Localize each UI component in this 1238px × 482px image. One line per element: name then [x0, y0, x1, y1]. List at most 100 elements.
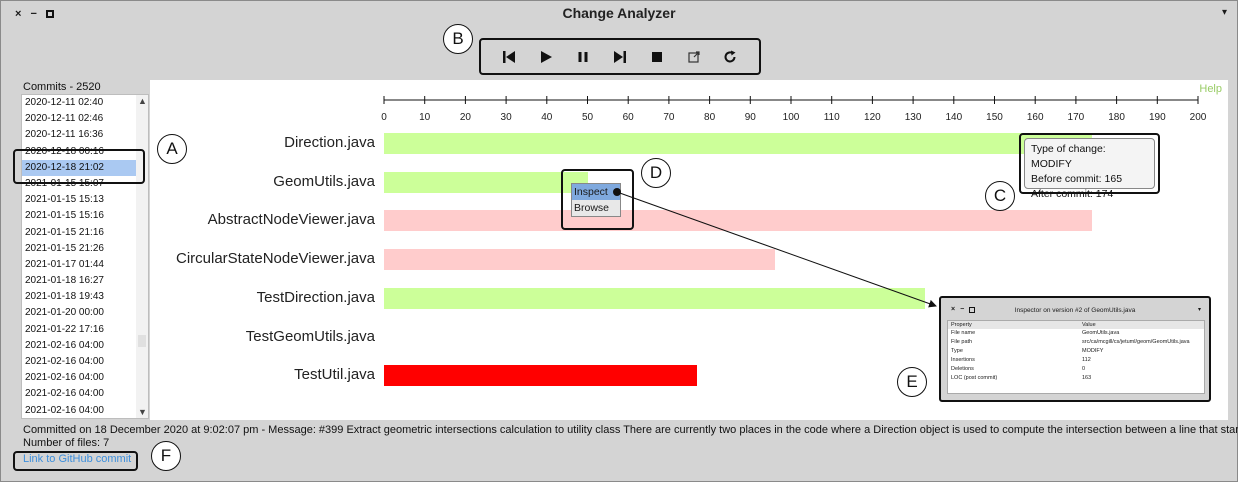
refresh-button[interactable]	[716, 43, 744, 71]
minimize-icon[interactable]: −	[30, 8, 37, 20]
window-menu-icon[interactable]: ▾	[1221, 7, 1227, 18]
context-menu-highlight-frame	[561, 169, 634, 230]
commit-list-item[interactable]: 2020-12-18 00:16	[25, 145, 104, 157]
commit-list-item[interactable]: 2021-01-18 16:27	[25, 275, 104, 287]
x-tick-label: 110	[824, 112, 840, 123]
play-button[interactable]	[532, 43, 560, 71]
inspector-value: 112	[1082, 357, 1091, 363]
inspector-property: Insertions	[951, 357, 975, 363]
context-menu: Inspect Browse	[571, 183, 621, 217]
file-change-bar[interactable]	[384, 171, 588, 193]
callout-f: F	[151, 441, 181, 471]
tooltip-before: Before commit: 165	[1031, 173, 1123, 185]
commit-list-item[interactable]: 2021-01-15 21:26	[25, 242, 104, 254]
pause-button[interactable]	[569, 43, 597, 71]
scroll-up-icon[interactable]: ▲	[138, 96, 147, 106]
inspector-property: File path	[951, 339, 973, 345]
file-label: GeomUtils.java	[273, 172, 375, 190]
commit-list-item[interactable]: 2021-02-16 04:00	[25, 372, 104, 384]
commit-list-item[interactable]: 2021-01-15 15:16	[25, 210, 104, 222]
x-tick-label: 140	[945, 112, 962, 123]
callout-b: B	[443, 24, 473, 54]
x-tick-label: 0	[381, 112, 387, 123]
commit-list-scrollbar[interactable]: ▲ ▼	[136, 95, 148, 418]
file-change-bar[interactable]	[384, 133, 1093, 154]
github-commit-link[interactable]: Link to GitHub commit	[23, 453, 132, 465]
inspector-maximize-icon[interactable]	[969, 306, 976, 313]
col-property: Property	[951, 322, 972, 328]
x-tick-label: 100	[783, 112, 800, 123]
skip-to-start-button[interactable]	[495, 43, 523, 71]
commit-list-item[interactable]: 2021-01-20 00:00	[25, 307, 104, 319]
commit-list-item[interactable]: 2021-02-16 04:00	[25, 356, 104, 367]
play-icon	[541, 50, 553, 63]
inspector-row: File name GeomUtils.java	[948, 329, 1204, 338]
inspector-row: Insertions 112	[948, 356, 1204, 365]
inspector-value: src/ca/mcgill/cs/jetuml/geom/GeomUtils.j…	[1082, 339, 1190, 345]
x-tick-label: 70	[663, 112, 675, 123]
inspector-menu-icon[interactable]: ▾	[1197, 307, 1201, 313]
inspector-row: LOC (post commit) 163	[948, 374, 1204, 383]
file-label: Direction.java	[284, 134, 375, 151]
file-change-bar[interactable]	[384, 249, 775, 271]
inspector-property: LOC (post commit)	[951, 375, 998, 381]
stop-button[interactable]	[643, 43, 671, 71]
inspector-close-icon[interactable]: ×	[951, 306, 956, 313]
commit-list-item[interactable]: 2021-01-15 21:16	[25, 226, 104, 238]
x-tick-label: 40	[541, 112, 553, 123]
inspector-minimize-icon[interactable]: −	[960, 306, 965, 313]
file-label: AbstractNodeViewer.java	[207, 211, 375, 229]
chart-canvas: Help 0 10 20 30 40 50 60 70 80 90 100 110 120 130 140 1…	[150, 80, 1228, 420]
commit-list-item[interactable]: 2021-01-18 19:43	[25, 291, 104, 303]
step-forward-icon	[613, 50, 626, 63]
maximize-icon[interactable]	[45, 10, 54, 18]
inspector-title: Inspector on version #2 of GeomUtils.jav…	[1014, 307, 1136, 314]
change-tooltip: Type of change: MODIFY Before commit: 16…	[1024, 138, 1155, 200]
commit-message: Committed on 18 December 2020 at 9:02:07…	[23, 424, 1238, 436]
commit-list-item[interactable]: 2021-01-22 17:16	[25, 323, 104, 335]
scroll-thumb[interactable]	[138, 335, 146, 347]
context-menu-browse[interactable]: Browse	[574, 202, 610, 214]
commit-list-item[interactable]: 2020-12-11 02:46	[25, 113, 104, 125]
commit-list-item[interactable]: 2021-01-15 15:13	[25, 194, 104, 206]
open-external-button[interactable]	[680, 43, 708, 71]
x-tick-label: 170	[1068, 112, 1085, 123]
file-change-bar[interactable]	[384, 287, 926, 309]
file-label: TestUtil.java	[294, 366, 375, 384]
scroll-down-icon[interactable]: ▼	[138, 407, 147, 417]
file-change-bar[interactable]	[384, 365, 698, 387]
selected-commit-highlight-frame	[13, 149, 145, 184]
commit-list-item[interactable]: 2020-12-11 02:40	[25, 97, 104, 108]
x-tick-label: 30	[501, 112, 513, 123]
inspector-window-controls: × −	[951, 306, 976, 313]
inspector-rows: File name GeomUtils.java File path src/ca/m…	[948, 329, 1204, 383]
step-forward-button[interactable]	[606, 43, 634, 71]
file-count: Number of files: 7	[23, 437, 110, 449]
context-menu-inspect[interactable]: Inspect	[572, 184, 620, 200]
refresh-icon	[725, 50, 736, 62]
inspector-row: File path src/ca/mcgill/cs/jetuml/geom/Ge…	[948, 338, 1204, 347]
x-axis: 0 10 20 30 40 50 60 70 80 90 100 110 120 130 140 150 160…	[381, 96, 1207, 123]
commit-list-item[interactable]: 2021-02-16 04:00	[25, 404, 104, 416]
tooltip-highlight-frame	[1019, 133, 1160, 194]
col-value: Value	[1082, 322, 1096, 328]
commit-list-item[interactable]: 2020-12-11 16:36	[25, 129, 104, 141]
tooltip-after: After commit: 174	[1031, 188, 1114, 200]
commit-list-item[interactable]: 2021-01-17 01:44	[25, 258, 104, 270]
close-icon[interactable]: ×	[15, 8, 22, 20]
commit-list-item[interactable]: 2021-02-16 04:00	[25, 339, 104, 351]
commit-list[interactable]: 2020-12-11 02:40 2020-12-11 02:46 2020-12-…	[21, 94, 149, 419]
commit-list-item[interactable]: 2021-02-16 04:00	[25, 388, 104, 400]
title-bar: × − Change Analyzer ▾	[1, 1, 1237, 25]
open-external-icon	[688, 50, 700, 63]
x-tick-label: 10	[419, 112, 431, 123]
skip-to-start-icon	[503, 50, 516, 63]
file-label: CircularStateNodeViewer.java	[176, 250, 375, 268]
help-link[interactable]: Help	[1199, 83, 1222, 95]
x-tick-label: 80	[704, 112, 716, 123]
inspector-value: MODIFY	[1082, 348, 1104, 354]
inspector-window: × − Inspector on version #2 of GeomUtils…	[939, 296, 1211, 402]
window-controls: × −	[15, 8, 54, 20]
commit-list-item[interactable]: 2020-12-18 21:02	[22, 159, 148, 176]
